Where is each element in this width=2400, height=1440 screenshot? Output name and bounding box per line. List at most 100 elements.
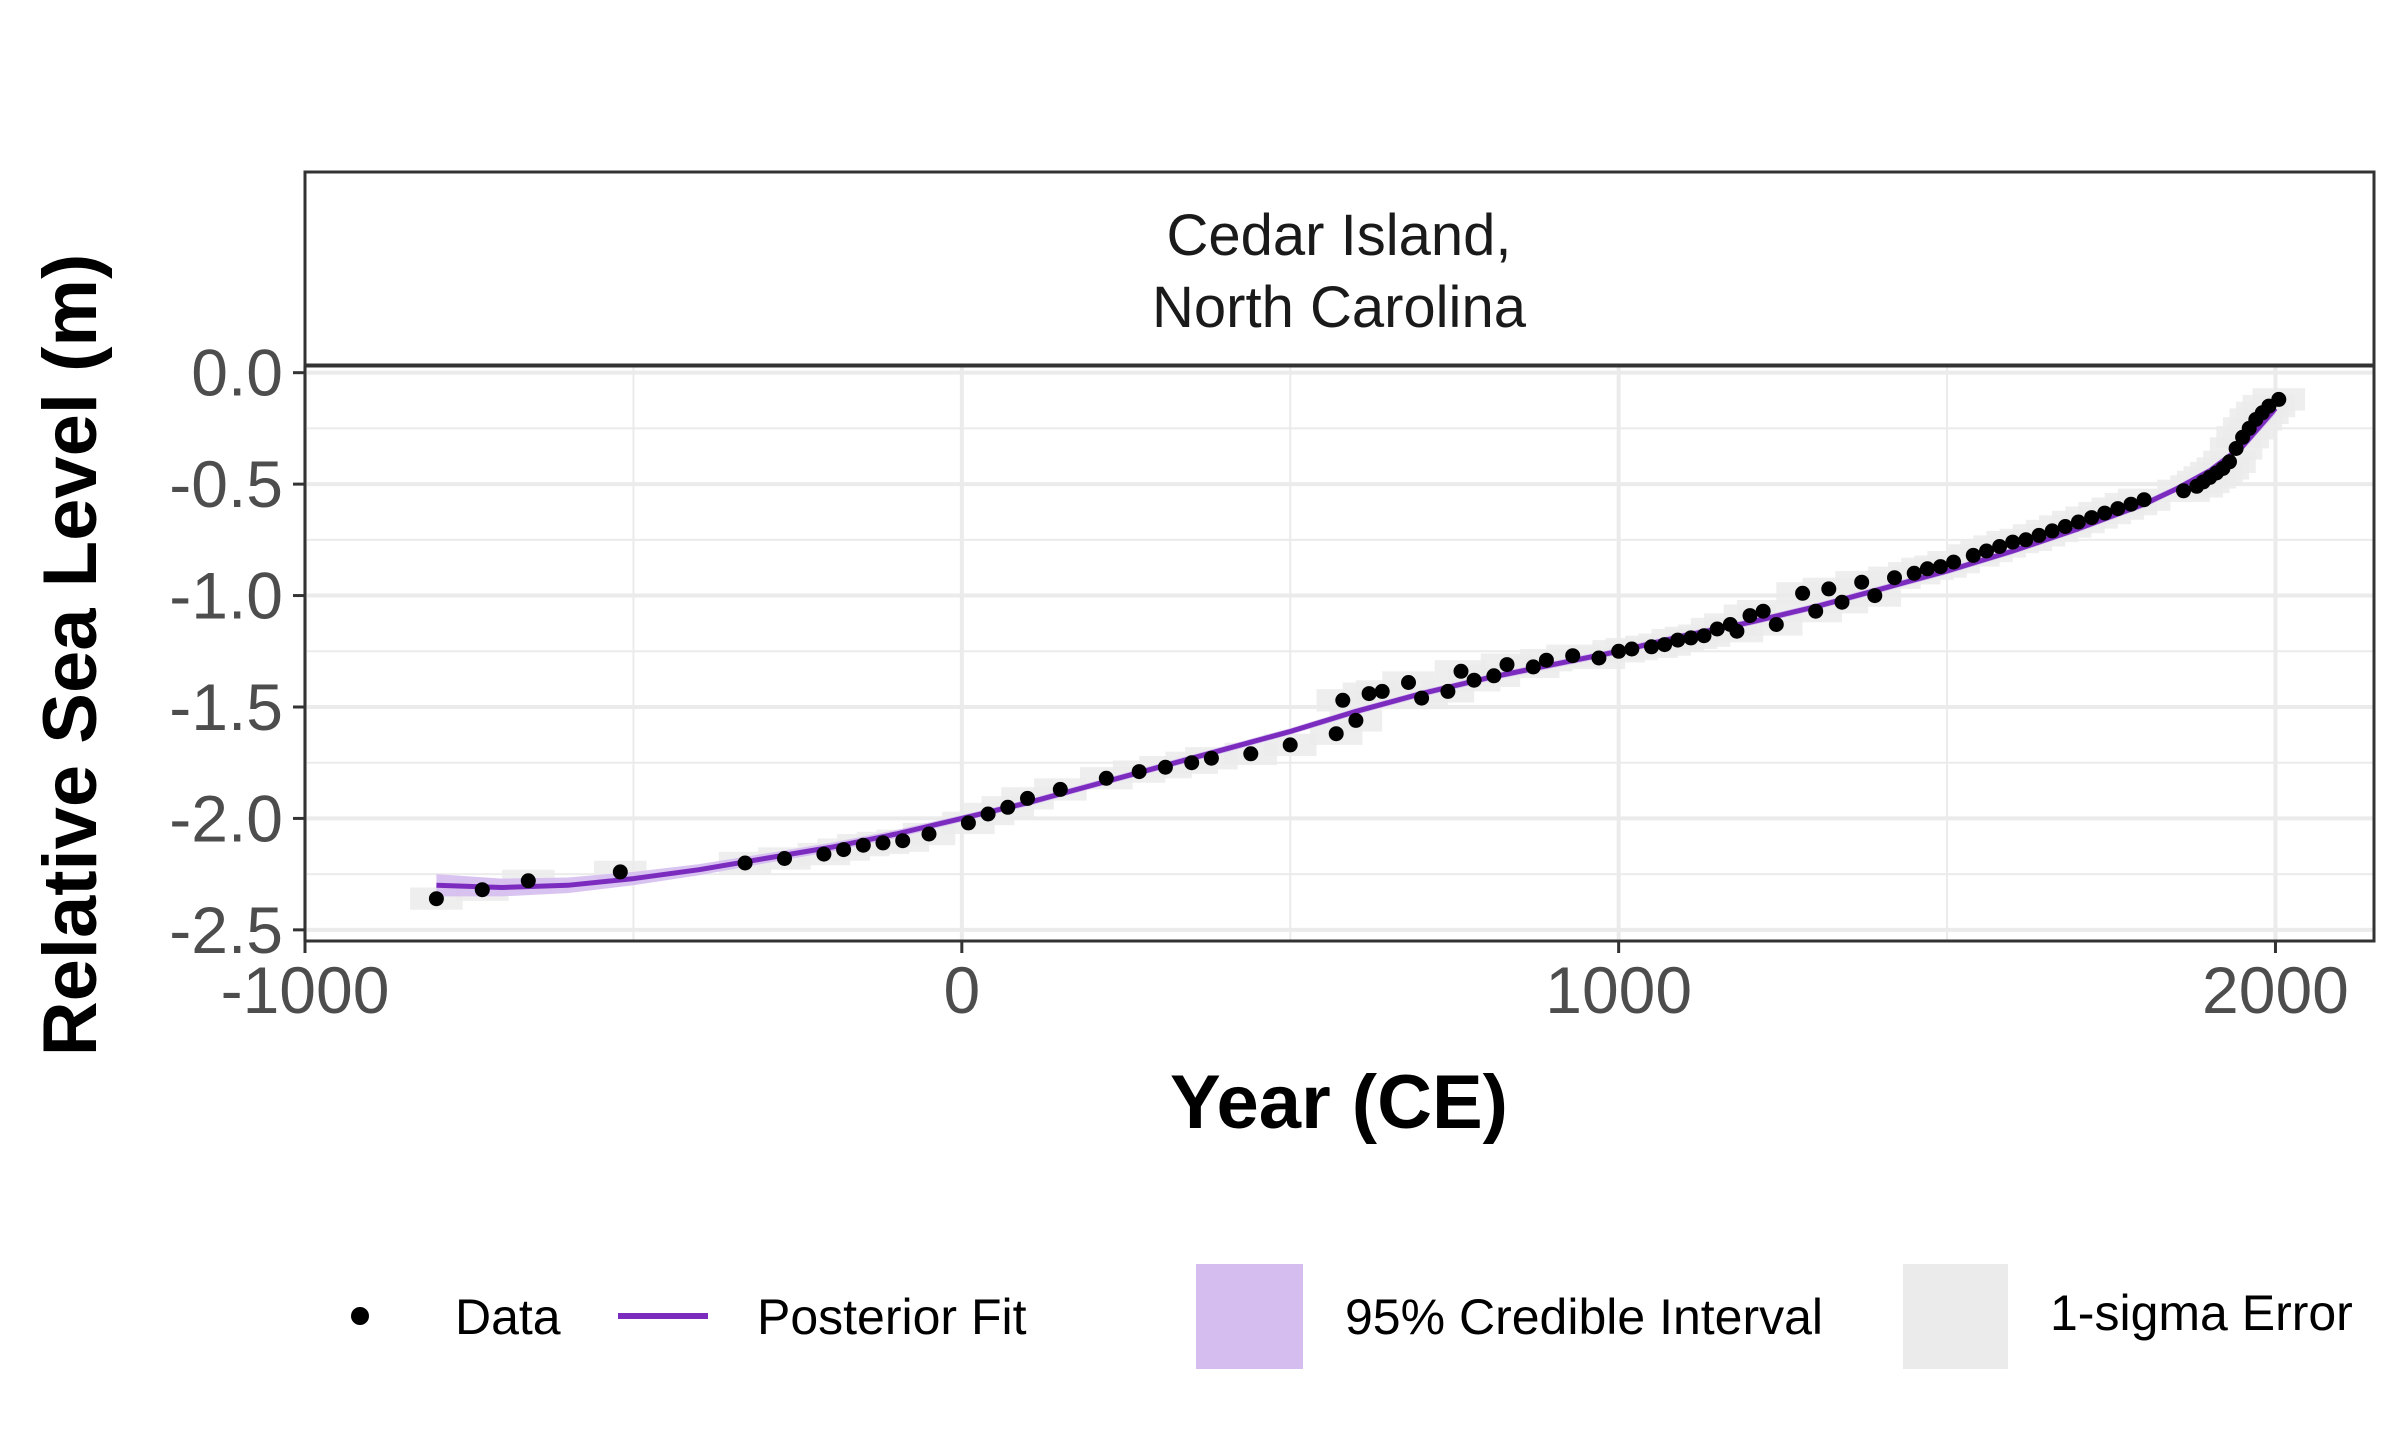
data-point xyxy=(1052,781,1068,797)
y-tick-label: -1.5 xyxy=(169,670,283,744)
legend-item-credible-interval: 95% Credible Interval xyxy=(1196,1264,1823,1369)
data-point xyxy=(2070,514,2086,530)
data-point xyxy=(1361,686,1377,702)
data-point xyxy=(2005,534,2021,550)
data-point xyxy=(2176,483,2191,499)
data-point xyxy=(980,806,996,822)
y-axis-title: Relative Sea Level (m) xyxy=(28,254,113,1057)
data-point xyxy=(1624,641,1640,657)
legend-item-sigma-error: 1-sigma Error xyxy=(1903,1264,2353,1369)
legend-label-data: Data xyxy=(455,1289,561,1345)
plot-panel-border xyxy=(303,364,2376,943)
data-point xyxy=(1203,750,1219,766)
x-axis-title: Year (CE) xyxy=(1170,1060,1508,1145)
data-point xyxy=(1854,574,1870,590)
data-point xyxy=(960,815,976,831)
data-point xyxy=(1374,683,1390,699)
legend-item-data: Data xyxy=(351,1289,561,1345)
data-point xyxy=(1979,543,1994,559)
facet-strip: Cedar Island, North Carolina xyxy=(303,170,2376,367)
legend-key-data-point xyxy=(351,1307,369,1325)
data-point xyxy=(474,882,490,898)
data-point xyxy=(1696,628,1712,644)
y-tick-label: -0.5 xyxy=(169,447,283,521)
data-point xyxy=(1335,692,1351,708)
x-ticks: -1000 0 1000 2000 xyxy=(221,941,2349,1027)
data-point xyxy=(1611,643,1627,659)
data-point xyxy=(1795,585,1811,601)
data-point xyxy=(1808,603,1824,619)
data-point xyxy=(1282,737,1298,753)
data-point xyxy=(2084,510,2100,526)
data-point xyxy=(2044,523,2060,539)
x-tick-label: -1000 xyxy=(221,953,390,1027)
data-point xyxy=(875,835,891,851)
legend-label-credible-interval: 95% Credible Interval xyxy=(1345,1289,1823,1345)
legend-label-sigma-error: 1-sigma Error xyxy=(2050,1285,2353,1341)
x-tick-label: 0 xyxy=(943,953,980,1027)
data-point xyxy=(612,864,628,880)
data-point xyxy=(1670,632,1686,648)
data-point xyxy=(1919,561,1935,577)
facet-title-line-2: North Carolina xyxy=(1152,275,1527,340)
y-tick-label: -1.0 xyxy=(169,559,283,633)
y-tick-label: -2.5 xyxy=(169,893,283,967)
y-tick-label: -2.0 xyxy=(169,781,283,855)
data-point xyxy=(1243,746,1259,762)
legend: Data Posterior Fit 95% Credible Interval… xyxy=(351,1264,2353,1369)
data-point xyxy=(1887,570,1902,586)
data-point xyxy=(1709,621,1725,637)
data-point xyxy=(1946,554,1962,570)
data-point xyxy=(855,837,871,853)
y-tick-label: 0.0 xyxy=(191,336,283,410)
data-point xyxy=(1867,588,1883,604)
data-point xyxy=(1098,770,1114,786)
data-point xyxy=(2271,391,2287,407)
data-point xyxy=(816,846,832,862)
data-point xyxy=(1328,726,1344,742)
data-point xyxy=(2123,496,2139,512)
data-point xyxy=(1683,630,1699,646)
facet-strip-box xyxy=(303,170,2376,367)
data-point xyxy=(921,826,937,842)
legend-item-posterior-fit: Posterior Fit xyxy=(618,1289,1027,1345)
data-point xyxy=(1525,659,1541,675)
data-point xyxy=(1020,790,1035,806)
x-tick-label: 2000 xyxy=(2202,953,2349,1027)
data-point xyxy=(2057,519,2073,534)
data-point xyxy=(1992,539,2008,554)
data-point xyxy=(2222,454,2237,470)
legend-key-sigma-error xyxy=(1903,1264,2008,1369)
data-point xyxy=(2136,492,2152,508)
legend-key-credible-interval xyxy=(1196,1264,1303,1369)
data-point xyxy=(1000,799,1016,815)
data-point xyxy=(1965,547,1981,563)
data-point xyxy=(520,873,536,889)
legend-label-posterior-fit: Posterior Fit xyxy=(757,1289,1027,1345)
data-point xyxy=(2228,441,2244,456)
data-points-layer xyxy=(428,391,2287,907)
data-point xyxy=(777,851,792,866)
data-point xyxy=(1131,764,1147,780)
data-point xyxy=(1184,755,1200,771)
data-point xyxy=(1742,608,1758,624)
data-point xyxy=(1591,650,1607,666)
data-point xyxy=(1933,559,1948,575)
data-point xyxy=(836,842,852,858)
facet-title-line-1: Cedar Island, xyxy=(1167,203,1512,268)
data-point xyxy=(1834,594,1850,610)
data-point xyxy=(1453,663,1469,679)
data-point xyxy=(1348,712,1364,728)
data-point xyxy=(2097,505,2113,521)
data-point xyxy=(1821,581,1837,597)
data-point xyxy=(1565,648,1581,664)
data-point xyxy=(1440,683,1456,699)
data-point xyxy=(2110,501,2126,517)
data-point xyxy=(1729,623,1745,639)
x-tick-label: 1000 xyxy=(1545,953,1692,1027)
data-point xyxy=(2018,532,2034,548)
data-point xyxy=(1157,759,1173,775)
data-point xyxy=(1768,617,1784,632)
data-point xyxy=(428,891,444,907)
